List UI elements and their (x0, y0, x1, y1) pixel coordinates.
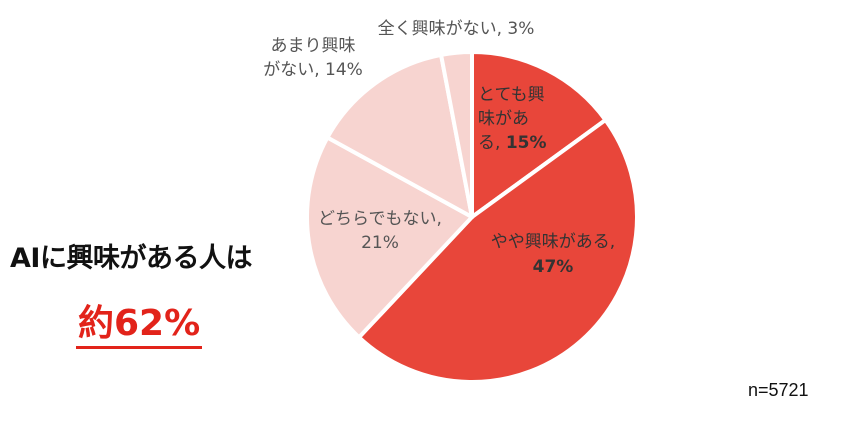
slice-label-2: やや興味がある, 47% (491, 232, 615, 277)
pie-slice-4 (325, 52, 474, 219)
slice-label-1: とても興味がある, 15% (478, 85, 547, 153)
headline-title: AIに興味がある人は (10, 243, 252, 274)
sample-size-label: n=5721 (748, 380, 809, 400)
pie-slice-5 (439, 50, 474, 219)
headline-percent: 約62% (76, 302, 203, 349)
pie-slice-3 (305, 135, 474, 340)
pie-slice-2 (357, 118, 639, 384)
slice-label-3: どちらでもない, 21% (318, 209, 442, 253)
slice-label-5: 全く興味がない, 3% (378, 19, 535, 39)
pie-slice-1 (470, 50, 608, 219)
slice-label-4: あまり興味がない, 14% (263, 36, 363, 80)
